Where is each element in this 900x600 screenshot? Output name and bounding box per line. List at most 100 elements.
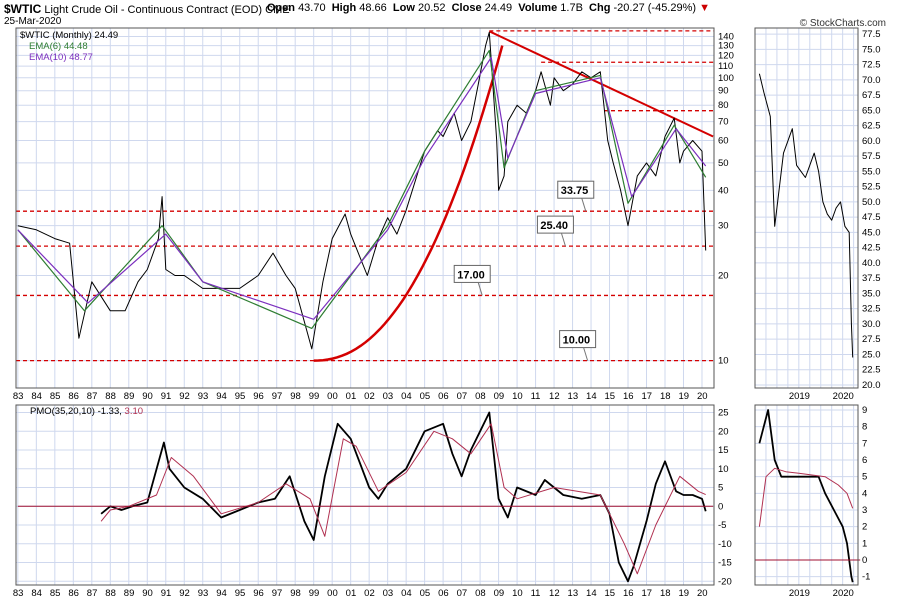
volume-value: 1.7B [560, 2, 583, 14]
y-tick-weekly: 55.0 [862, 166, 881, 177]
x-tick-pmo: 91 [161, 588, 172, 599]
y-tick-pmo: -20 [718, 576, 732, 587]
x-tick-main: 08 [475, 391, 486, 402]
x-tick-pmo: 01 [346, 588, 357, 599]
x-tick-pmo: 18 [660, 588, 671, 599]
x-tick-main: 98 [290, 391, 301, 402]
y-tick-weekly: 57.5 [862, 151, 881, 162]
x-tick-weekly: 2019 [789, 391, 810, 402]
close-label: Close [451, 2, 482, 14]
x-tick-main: 95 [235, 391, 246, 402]
legend-pmo: PMO(35,20,10) -1.33, 3.10 [30, 406, 143, 417]
legend-ema10: EMA(10) 48.77 [29, 52, 93, 63]
x-tick-pmo: 17 [642, 588, 653, 599]
x-tick-main: 88 [105, 391, 116, 402]
y-tick-pmo: -15 [718, 558, 732, 569]
x-tick-pmo: 20 [697, 588, 708, 599]
y-tick-weekly: 25.0 [862, 349, 881, 360]
y-tick-weekly: 22.5 [862, 365, 881, 376]
x-tick-main: 02 [364, 391, 375, 402]
x-tick-main: 12 [549, 391, 560, 402]
y-tick-pmo-weekly: 6 [862, 455, 867, 466]
y-tick-weekly: 50.0 [862, 197, 881, 208]
y-tick-weekly: 42.5 [862, 243, 881, 254]
y-tick-main: 60 [718, 136, 729, 147]
x-tick-main: 94 [216, 391, 227, 402]
x-tick-pmo: 95 [235, 588, 246, 599]
x-tick-main: 15 [605, 391, 616, 402]
open-value: 43.70 [298, 2, 326, 14]
y-tick-main: 80 [718, 100, 729, 111]
y-tick-weekly: 65.0 [862, 105, 881, 116]
x-tick-pmo-weekly: 2019 [789, 588, 810, 599]
chart-header: $WTIC Light Crude Oil - Continuous Contr… [4, 2, 896, 16]
axis-ticks: 10203040506070809010011012013014020.022.… [13, 29, 881, 599]
chg-value: -20.27 (-45.29%) [613, 2, 697, 14]
pmo-weekly-signal [758, 467, 854, 527]
x-tick-main: 85 [50, 391, 61, 402]
x-tick-main: 20 [697, 391, 708, 402]
x-tick-pmo: 13 [568, 588, 579, 599]
panel-frames [15, 27, 859, 586]
y-tick-pmo: 20 [718, 426, 729, 437]
x-tick-main: 00 [327, 391, 338, 402]
exchange: CME [265, 4, 290, 16]
x-tick-pmo: 11 [531, 588, 541, 599]
x-tick-main: 19 [678, 391, 689, 402]
y-tick-weekly: 20.0 [862, 380, 881, 391]
y-tick-weekly: 27.5 [862, 334, 881, 345]
x-tick-pmo: 86 [68, 588, 79, 599]
x-tick-main: 91 [161, 391, 172, 402]
x-tick-main: 84 [31, 391, 42, 402]
x-tick-main: 93 [198, 391, 209, 402]
x-tick-pmo: 10 [512, 588, 523, 599]
x-tick-pmo-weekly: 2020 [833, 588, 854, 599]
x-tick-main: 18 [660, 391, 671, 402]
panel-frame [754, 404, 859, 586]
y-tick-weekly: 47.5 [862, 212, 881, 223]
symbol: $WTIC [4, 2, 42, 16]
y-tick-weekly: 77.5 [862, 29, 881, 40]
x-tick-main: 10 [512, 391, 523, 402]
x-tick-pmo: 06 [438, 588, 449, 599]
x-tick-pmo: 12 [549, 588, 560, 599]
x-tick-pmo: 84 [31, 588, 42, 599]
down-arrow-icon: ▼ [699, 2, 710, 14]
panel-frame [15, 27, 715, 389]
y-tick-weekly: 30.0 [862, 319, 881, 330]
chart-date: 25-Mar-2020 [4, 16, 62, 27]
legend-pmo-label: PMO(35,20,10) -1.33, [30, 406, 122, 417]
y-tick-pmo: 15 [718, 445, 729, 456]
x-tick-pmo: 92 [179, 588, 190, 599]
x-tick-main: 03 [383, 391, 394, 402]
x-tick-pmo: 16 [623, 588, 634, 599]
instrument-name: Light Crude Oil - Continuous Contract (E… [44, 4, 263, 16]
y-tick-main: 70 [718, 117, 729, 128]
annotation-pointer [583, 347, 589, 361]
chg-label: Chg [589, 2, 611, 14]
volume-label: Volume [518, 2, 558, 14]
y-tick-pmo-weekly: 1 [862, 538, 867, 549]
y-tick-pmo-weekly: 9 [862, 405, 867, 416]
annotation-pointer [560, 232, 566, 247]
y-tick-pmo-weekly: 7 [862, 438, 867, 449]
parabolic-curve [313, 45, 504, 362]
x-tick-pmo: 96 [253, 588, 264, 599]
x-tick-main: 04 [401, 391, 412, 402]
x-tick-pmo: 14 [586, 588, 597, 599]
grid [16, 28, 858, 585]
y-tick-weekly: 35.0 [862, 288, 881, 299]
legend-pmo-signal: 3.10 [125, 406, 144, 417]
close-value: 24.49 [484, 2, 513, 14]
x-tick-main: 92 [179, 391, 190, 402]
series-ema-10- [17, 56, 707, 320]
open-label: Open [266, 2, 295, 14]
y-tick-main: 140 [718, 31, 734, 42]
x-tick-pmo: 09 [494, 588, 505, 599]
y-tick-main: 30 [718, 221, 729, 232]
annotation-box [536, 215, 574, 234]
y-tick-pmo-weekly: 8 [862, 422, 867, 433]
low-label: Low [392, 2, 415, 14]
annotation-label: 25.40 [540, 220, 568, 232]
